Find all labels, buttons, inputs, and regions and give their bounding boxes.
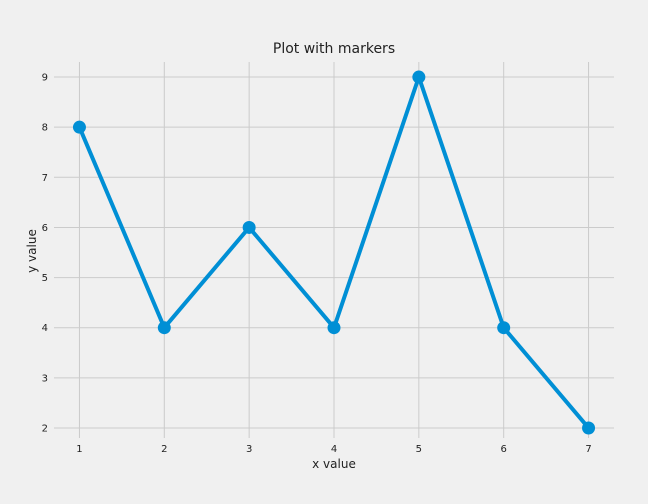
- y-tick-label: 5: [42, 273, 48, 284]
- data-point: [582, 421, 596, 435]
- y-tick-label: 2: [42, 423, 48, 434]
- y-axis-label: y value: [25, 229, 39, 273]
- data-point: [327, 321, 341, 335]
- x-tick-labels: 1 2 3 4 5 6 7: [76, 444, 591, 455]
- x-tick-label: 1: [76, 444, 82, 455]
- y-tick-label: 3: [42, 373, 48, 384]
- x-tick-label: 6: [501, 444, 507, 455]
- chart-title: Plot with markers: [273, 41, 395, 57]
- data-point: [412, 70, 426, 84]
- data-point: [72, 120, 86, 134]
- data-point: [497, 321, 511, 335]
- series-layer: [72, 70, 596, 435]
- y-tick-label: 8: [42, 123, 48, 134]
- y-tick-label: 9: [42, 73, 48, 84]
- data-point: [242, 220, 256, 234]
- y-tick-label: 6: [42, 223, 48, 234]
- x-tick-label: 4: [331, 444, 337, 455]
- y-tick-labels: 2 3 4 5 6 7 8 9: [42, 73, 48, 435]
- x-tick-label: 5: [416, 444, 422, 455]
- y-tick-label: 4: [42, 323, 48, 334]
- x-axis-label: x value: [312, 457, 356, 471]
- x-tick-label: 7: [585, 444, 591, 455]
- x-tick-label: 2: [161, 444, 167, 455]
- data-point: [157, 321, 171, 335]
- x-tick-label: 3: [246, 444, 252, 455]
- y-tick-label: 7: [42, 173, 48, 184]
